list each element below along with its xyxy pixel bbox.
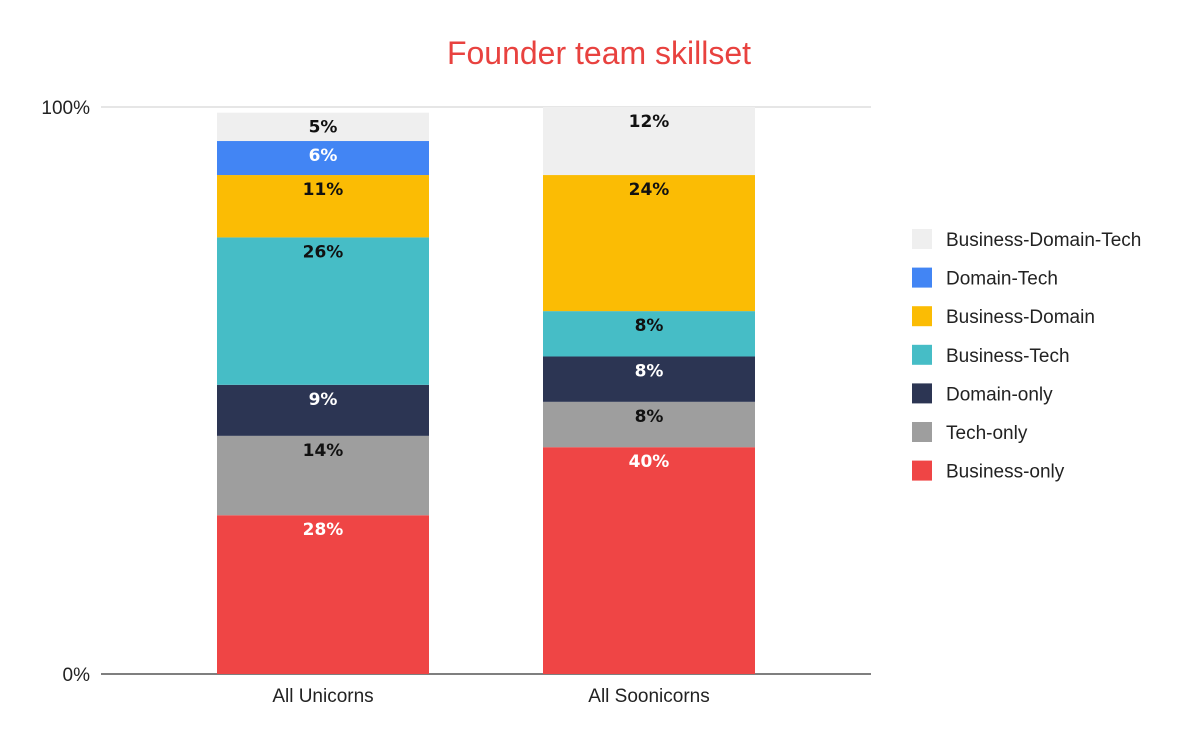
legend-item: Business-Domain	[912, 306, 1095, 328]
data-label: 5%	[309, 118, 338, 138]
x-category-label: All Unicorns	[272, 686, 373, 707]
data-label: 12%	[629, 112, 670, 132]
legend-item: Domain-Tech	[912, 267, 1058, 290]
bar-segment	[217, 237, 429, 385]
bar-segment	[217, 141, 429, 176]
legend-swatch	[912, 306, 932, 327]
bar-segment	[543, 401, 755, 448]
legend-swatch	[912, 229, 932, 249]
bar-segment	[217, 175, 429, 238]
bar-segment	[217, 515, 429, 674]
y-tick-label: 100%	[41, 98, 90, 119]
data-labels-layer: 28% 14% 9% 26% 11% 6% 5% 40% 8% 8% 8% 24% 12%	[303, 112, 670, 540]
data-label: 28%	[303, 520, 344, 540]
legend-swatch	[912, 267, 932, 288]
legend-label: Business-only	[946, 462, 1065, 483]
bar-segment	[217, 435, 429, 516]
data-label: 11%	[303, 180, 344, 200]
chart-title: Founder team skillset	[447, 35, 751, 71]
x-category-label: All Soonicorns	[588, 686, 709, 707]
legend-label: Domain-only	[946, 384, 1053, 405]
data-label: 8%	[635, 407, 664, 427]
legend-swatch	[912, 460, 932, 481]
legend-item: Business-Domain-Tech	[912, 229, 1141, 251]
legend-swatch	[912, 383, 932, 404]
data-label: 14%	[303, 441, 344, 461]
legend-label: Business-Domain	[946, 307, 1095, 328]
legend-swatch	[912, 344, 932, 365]
bar-segment	[543, 175, 755, 312]
data-label: 8%	[635, 316, 664, 336]
y-tick-label: 0%	[63, 665, 91, 686]
legend-label: Business-Domain-Tech	[946, 230, 1141, 251]
bar-segment	[217, 112, 429, 142]
legend-item: Domain-only	[912, 383, 1053, 405]
legend: Business-Domain-Tech Domain-Tech Business-…	[912, 229, 1141, 483]
data-label: 8%	[635, 361, 664, 381]
bar-segment	[543, 107, 755, 176]
legend-swatch	[912, 422, 932, 442]
legend-item: Business-only	[912, 460, 1065, 483]
legend-label: Business-Tech	[946, 346, 1070, 367]
bar-segment	[543, 447, 755, 674]
data-label: 9%	[309, 390, 338, 410]
bar-segment	[543, 311, 755, 357]
data-label: 6%	[309, 146, 338, 166]
data-label: 26%	[303, 242, 344, 262]
bar-segment	[543, 356, 755, 402]
data-label: 24%	[629, 180, 670, 200]
bar-segment	[217, 384, 429, 436]
bars-layer	[217, 107, 755, 674]
legend-label: Domain-Tech	[946, 269, 1058, 290]
legend-label: Tech-only	[946, 423, 1028, 444]
legend-item: Tech-only	[912, 422, 1028, 444]
legend-item: Business-Tech	[912, 344, 1070, 367]
data-label: 40%	[629, 452, 670, 472]
